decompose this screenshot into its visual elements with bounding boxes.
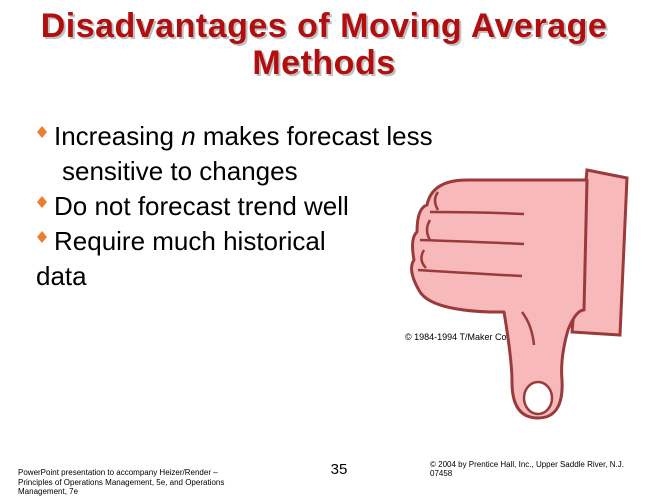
bullet-cont: sensitive to changes [36, 154, 612, 189]
content-area: Increasing n makes forecast less sensiti… [0, 83, 648, 294]
bullet-trailing: data [36, 259, 612, 294]
bullet-item: Do not forecast trend well [36, 189, 612, 224]
bullet-text: Require much historical [54, 224, 326, 259]
bullet-item: Increasing n makes forecast less [36, 119, 612, 154]
diamond-icon [36, 230, 48, 244]
bullet-item: Require much historical [36, 224, 612, 259]
bullet-italic: n [181, 121, 195, 151]
page-number: 35 [331, 461, 348, 478]
slide-title: Disadvantages of Moving Average Methods [0, 0, 648, 83]
diamond-icon [36, 195, 48, 209]
footer-right: © 2004 by Prentice Hall, Inc., Upper Sad… [430, 460, 630, 478]
bullet-rest: makes forecast less [196, 121, 433, 151]
slide: Disadvantages of Moving Average Methods … [0, 0, 648, 504]
bullet-text: Do not forecast trend well [54, 189, 349, 224]
bullet-lead: Increasing [54, 121, 181, 151]
footer: PowerPoint presentation to accompany Hei… [0, 460, 648, 496]
bullet-text: Increasing n makes forecast less [54, 119, 433, 154]
footer-left: PowerPoint presentation to accompany Hei… [18, 468, 248, 496]
diamond-icon [36, 125, 48, 139]
